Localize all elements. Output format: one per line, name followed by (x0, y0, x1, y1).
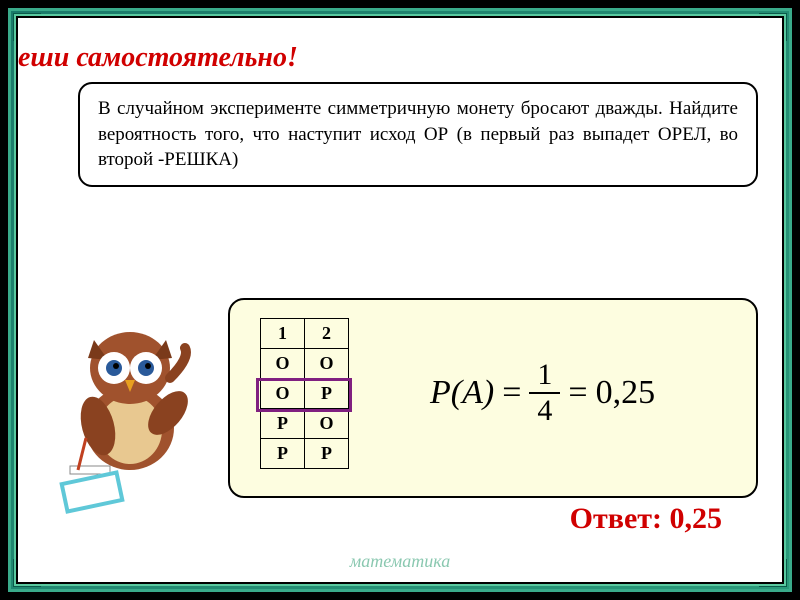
table-header-row: 1 2 (261, 319, 349, 349)
owl-character (60, 318, 200, 478)
table-row: ОО (261, 349, 349, 379)
problem-statement: В случайном эксперименте симметричную мо… (78, 82, 758, 187)
table-row: РР (261, 439, 349, 469)
content-area: еши самостоятельно! В случайном эксперим… (18, 18, 782, 582)
col-header: 2 (305, 319, 349, 349)
probability-formula: P(A) = 1 4 = 0,25 (430, 360, 655, 426)
formula-result: 0,25 (596, 374, 656, 412)
col-header: 1 (261, 319, 305, 349)
denominator: 4 (537, 394, 552, 426)
outcomes-table: 1 2 ОО ОР РО РР (260, 318, 349, 469)
solution-box: 1 2 ОО ОР РО РР P(A) = 1 4 = 0,25 (228, 298, 758, 498)
page-title: еши самостоятельно! (18, 42, 298, 74)
table-row: ОР (261, 379, 349, 409)
answer-label: Ответ: 0,25 (570, 502, 722, 536)
numerator: 1 (529, 360, 560, 394)
footer-text: математика (18, 551, 782, 572)
fraction: 1 4 (529, 360, 560, 426)
formula-lhs: P(A) (430, 374, 494, 412)
table-row: РО (261, 409, 349, 439)
